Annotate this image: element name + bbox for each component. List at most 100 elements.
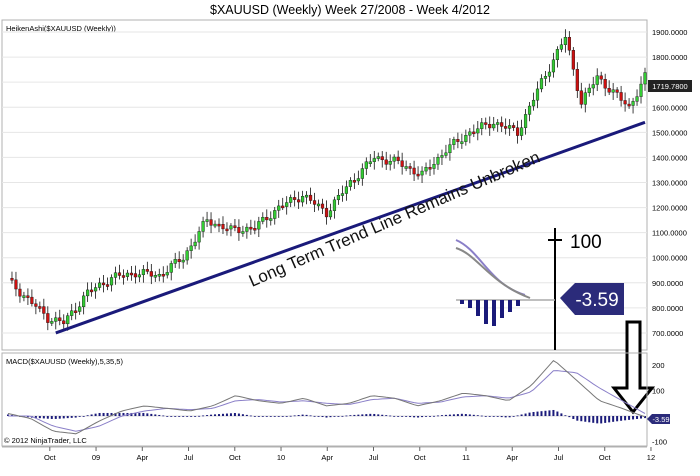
macd-histogram-bar	[317, 416, 320, 417]
up-candle	[54, 317, 58, 322]
macd-histogram-bar	[202, 415, 205, 417]
macd-histogram-bar	[281, 416, 284, 417]
macd-histogram-bar	[341, 415, 344, 417]
up-candle	[241, 231, 245, 234]
up-candle	[559, 44, 563, 50]
last-price-label: 1719.7800	[652, 82, 687, 91]
macd-histogram-bar	[321, 416, 324, 418]
macd-histogram-bar	[301, 414, 304, 417]
macd-last-value-marker: -3.59	[647, 414, 670, 424]
macd-histogram-bar	[241, 414, 244, 417]
up-candle	[301, 196, 305, 203]
up-candle	[420, 170, 424, 176]
down-candle	[145, 269, 149, 272]
macd-histogram-bar	[150, 413, 153, 417]
x-tick-label: Jul	[369, 453, 379, 462]
up-candle	[476, 128, 480, 134]
up-candle	[583, 92, 587, 105]
up-candle	[213, 223, 217, 227]
price-tick-label: 1800.0000	[652, 53, 687, 62]
macd-histogram-bar	[472, 414, 475, 417]
macd-histogram-bar	[297, 415, 300, 417]
macd-histogram-bar	[178, 416, 181, 417]
macd-histogram-bar	[237, 413, 240, 417]
macd-histogram-bar	[600, 416, 603, 424]
macd-histogram-bar	[110, 412, 113, 417]
macd-histogram-bar	[261, 416, 264, 417]
inset-value-label: -3.59	[575, 290, 618, 311]
macd-histogram-bar	[409, 416, 412, 418]
up-candle	[368, 161, 372, 164]
macd-histogram-bar	[444, 414, 447, 417]
macd-histogram-bar	[369, 413, 372, 417]
x-tick-label: Oct	[599, 453, 612, 462]
down-candle	[105, 284, 110, 287]
up-candle	[508, 125, 512, 129]
macd-histogram-bar	[154, 414, 157, 417]
down-candle	[308, 194, 313, 201]
up-candle	[97, 282, 102, 288]
down-candle	[26, 295, 30, 298]
down-candle	[607, 88, 611, 93]
up-candle	[201, 221, 205, 232]
macd-histogram-bar	[233, 413, 236, 417]
down-candle	[18, 288, 22, 297]
macd-histogram-bar	[572, 416, 575, 420]
up-candle	[257, 221, 261, 230]
down-candle	[265, 216, 269, 221]
macd-histogram-bar	[58, 416, 61, 419]
macd-histogram-bar	[130, 412, 133, 417]
macd-histogram-bar	[253, 416, 256, 417]
macd-histogram-bar	[305, 414, 308, 417]
macd-histogram-bar	[225, 413, 228, 417]
up-candle	[348, 180, 352, 187]
macd-histogram-bar	[66, 416, 69, 419]
macd-histogram-bar	[42, 416, 45, 419]
up-candle	[316, 203, 321, 207]
down-candle	[209, 219, 213, 226]
up-candle	[631, 101, 635, 106]
up-candle	[50, 321, 54, 324]
down-candle	[38, 306, 42, 309]
macd-histogram-bar	[134, 412, 137, 417]
up-candle	[273, 210, 277, 219]
down-candle	[488, 124, 492, 129]
macd-histogram-bar	[568, 416, 571, 418]
macd-histogram-bar	[162, 415, 165, 417]
up-candle	[527, 105, 532, 115]
macd-histogram-bar	[377, 414, 380, 417]
macd-histogram-bar	[476, 415, 479, 417]
macd-histogram-bar	[293, 415, 296, 417]
macd-histogram-bar	[214, 414, 217, 417]
up-candle	[285, 202, 289, 207]
macd-histogram-bar	[528, 412, 531, 417]
macd-histogram-bar	[608, 416, 611, 423]
macd-histogram-bar	[265, 416, 268, 417]
macd-histogram-bar	[588, 416, 591, 423]
up-candle	[305, 194, 309, 198]
macd-histogram-bar	[532, 411, 535, 417]
macd-histogram-bar	[333, 416, 336, 417]
up-candle	[591, 84, 595, 89]
down-candle	[90, 289, 94, 293]
down-candle	[133, 273, 137, 278]
up-candle	[643, 72, 647, 85]
down-candle	[571, 50, 575, 70]
macd-histogram-bar	[393, 415, 396, 417]
macd-histogram-bar	[373, 413, 376, 417]
macd-histogram-bar	[54, 416, 57, 419]
up-candle	[587, 87, 591, 93]
down-candle	[516, 127, 520, 136]
down-candle	[14, 279, 18, 290]
price-tick-label: 1500.0000	[652, 128, 687, 137]
macd-histogram-bar	[7, 414, 9, 417]
up-candle	[165, 272, 169, 276]
up-candle	[468, 131, 472, 136]
price-tick-label: 700.0000	[652, 329, 683, 338]
down-candle	[312, 200, 317, 205]
macd-histogram-bar	[190, 416, 193, 417]
macd-histogram-bar	[516, 415, 519, 417]
down-candle	[412, 167, 416, 175]
down-candle	[217, 223, 221, 227]
copyright-text: © 2012 NinjaTrader, LLC	[4, 436, 87, 445]
